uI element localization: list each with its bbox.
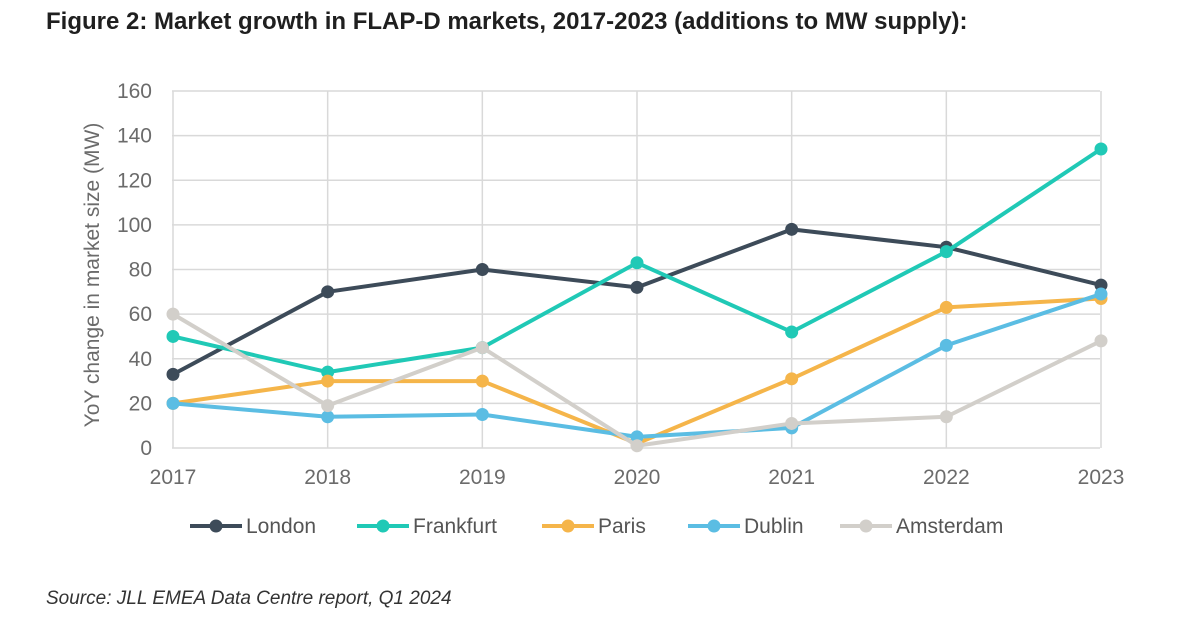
- y-tick-label: 60: [129, 303, 152, 326]
- chart-title: Figure 2: Market growth in FLAP-D market…: [46, 8, 968, 35]
- grid-lines: [172, 90, 1102, 449]
- data-point-london-2019[interactable]: [475, 263, 489, 276]
- x-tick-label: 2022: [923, 466, 970, 489]
- x-tick-label: 2018: [304, 466, 351, 489]
- y-axis-label: YoY change in market size (MW): [81, 123, 104, 428]
- x-tick-label: 2019: [459, 466, 506, 489]
- data-point-london-2018[interactable]: [321, 285, 335, 299]
- legend-label: Frankfurt: [413, 515, 497, 538]
- x-tick-label: 2017: [150, 466, 197, 489]
- data-point-dublin-2019[interactable]: [475, 408, 489, 422]
- legend: London Frankfurt Paris Dublin Amsterdam: [190, 515, 1003, 538]
- data-point-frankfurt-2017[interactable]: [166, 329, 180, 343]
- y-tick-label: 0: [140, 437, 152, 460]
- legend-swatch-marker: [859, 519, 873, 533]
- legend-swatch-marker: [707, 519, 721, 533]
- data-point-amsterdam-2018[interactable]: [321, 399, 335, 413]
- data-point-frankfurt-2021[interactable]: [785, 325, 799, 339]
- legend-label: Paris: [598, 515, 646, 538]
- legend-item-dublin[interactable]: Dublin: [688, 515, 804, 538]
- data-point-dublin-2017[interactable]: [166, 396, 180, 410]
- data-point-amsterdam-2023[interactable]: [1094, 334, 1108, 348]
- y-tick-label: 40: [129, 348, 152, 371]
- data-point-paris-2022[interactable]: [939, 300, 953, 314]
- data-point-amsterdam-2020[interactable]: [630, 439, 644, 453]
- data-point-frankfurt-2023[interactable]: [1094, 142, 1108, 156]
- data-point-amsterdam-2019[interactable]: [475, 341, 489, 355]
- data-point-dublin-2023[interactable]: [1094, 287, 1108, 301]
- legend-label: London: [246, 515, 316, 538]
- x-axis-ticks: 2017 2018 2019 2020 2021 2022 2023: [150, 466, 1125, 489]
- y-axis-ticks: 0 20 40 60 80 100 120 140 160: [117, 80, 152, 460]
- data-point-paris-2021[interactable]: [785, 372, 799, 386]
- y-tick-label: 20: [129, 392, 152, 415]
- legend-label: Dublin: [744, 515, 804, 538]
- y-tick-label: 80: [129, 259, 152, 282]
- data-point-amsterdam-2021[interactable]: [785, 416, 799, 430]
- data-point-amsterdam-2022[interactable]: [939, 410, 953, 424]
- legend-label: Amsterdam: [896, 515, 1003, 538]
- data-point-frankfurt-2020[interactable]: [630, 256, 644, 270]
- y-tick-label: 120: [117, 169, 152, 192]
- y-tick-label: 160: [117, 80, 152, 103]
- data-point-london-2020[interactable]: [630, 280, 644, 294]
- source-note: Source: JLL EMEA Data Centre report, Q1 …: [46, 588, 452, 609]
- series-layer: [166, 142, 1108, 453]
- y-tick-label: 100: [117, 214, 152, 237]
- data-point-london-2021[interactable]: [785, 222, 799, 236]
- legend-swatch-marker: [561, 519, 575, 533]
- series-amsterdam: [166, 307, 1108, 453]
- data-point-paris-2018[interactable]: [321, 374, 335, 388]
- data-point-london-2017[interactable]: [166, 367, 180, 381]
- data-point-frankfurt-2018[interactable]: [321, 365, 335, 379]
- data-point-dublin-2020[interactable]: [630, 430, 644, 444]
- legend-item-paris[interactable]: Paris: [542, 515, 646, 538]
- legend-item-frankfurt[interactable]: Frankfurt: [357, 515, 497, 538]
- data-point-london-2023[interactable]: [1094, 278, 1108, 292]
- data-point-dublin-2022[interactable]: [939, 338, 953, 352]
- x-tick-label: 2020: [614, 466, 661, 489]
- legend-swatch-marker: [209, 519, 223, 533]
- data-point-amsterdam-2017[interactable]: [166, 307, 180, 321]
- y-tick-label: 140: [117, 125, 152, 148]
- legend-item-london[interactable]: London: [190, 515, 316, 538]
- data-point-paris-2019[interactable]: [475, 374, 489, 388]
- x-tick-label: 2023: [1078, 466, 1125, 489]
- legend-item-amsterdam[interactable]: Amsterdam: [840, 515, 1003, 538]
- data-point-frankfurt-2022[interactable]: [939, 245, 953, 259]
- data-point-dublin-2018[interactable]: [321, 410, 335, 424]
- legend-swatch-marker: [376, 519, 390, 533]
- x-tick-label: 2021: [768, 466, 815, 489]
